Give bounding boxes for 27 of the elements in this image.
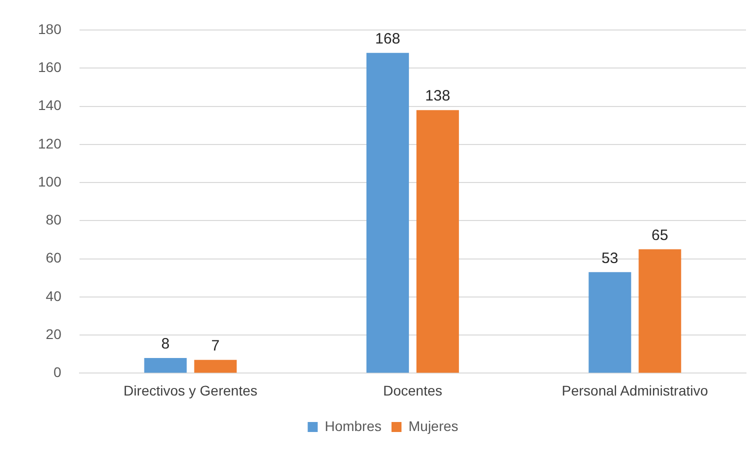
y-tick-label: 40 [46,288,62,304]
y-tick-label: 0 [54,364,62,380]
y-tick-label: 120 [38,135,62,152]
data-label: 138 [425,88,450,105]
data-label: 65 [652,226,668,244]
x-tick-label: Personal Administrativo [562,382,708,398]
y-tick-label: 80 [46,212,62,228]
x-tick-label: Directivos y Gerentes [124,382,258,398]
data-label: 168 [375,30,400,48]
y-tick-label: 100 [38,173,62,190]
data-label: 7 [211,337,220,354]
bar [366,52,409,373]
data-label: 53 [602,250,618,267]
bar [194,360,237,373]
bar [588,272,632,373]
y-tick-label: 140 [38,97,62,114]
y-tick-label: 20 [46,326,62,342]
bar [416,110,459,373]
x-tick-label: Docentes [383,382,442,398]
data-label: 8 [161,336,170,353]
legend-label: Mujeres [408,418,458,434]
y-tick-label: 60 [46,250,62,266]
bar [638,249,682,373]
bar [144,358,187,373]
legend-label: Hombres [324,418,382,434]
y-tick-label: 160 [38,58,62,75]
y-tick-label: 180 [38,20,62,37]
